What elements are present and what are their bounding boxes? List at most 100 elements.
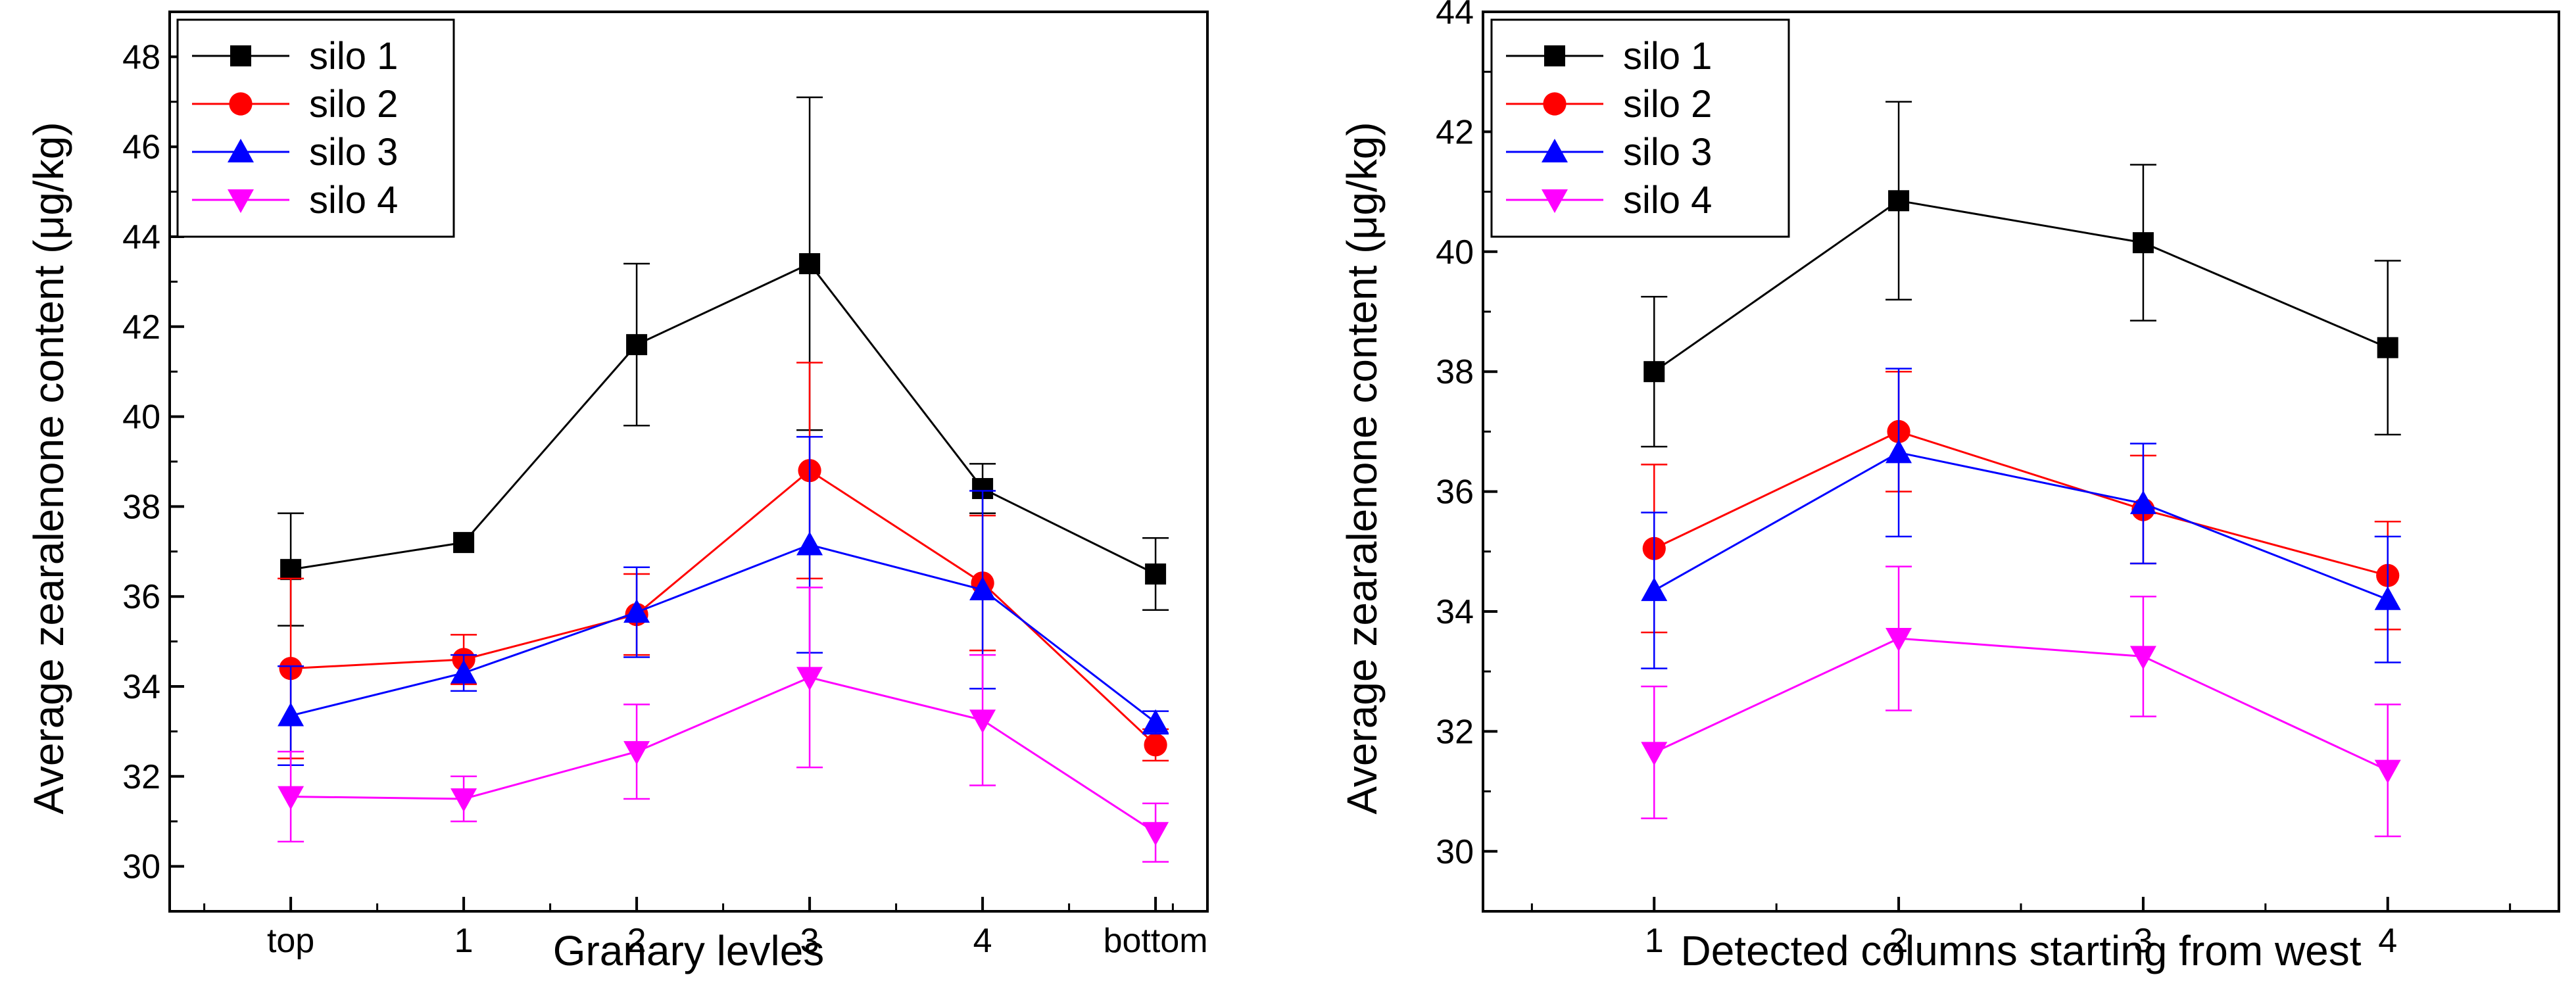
data-point [453,532,475,554]
data-point [1885,628,1912,652]
y-axis-title: Average zearalenone content (μg/kg) [1338,122,1386,814]
y-tick-label: 46 [122,128,160,166]
series-1 [278,96,1169,627]
x-tick-label: 1 [454,922,474,960]
y-tick-label: 44 [122,218,160,256]
series-3 [1641,368,2401,669]
data-point [626,334,648,356]
series-1 [1641,101,2401,448]
x-axis-title: Granary levles [553,927,825,974]
data-point [278,702,304,727]
series-2 [278,362,1169,762]
legend-label: silo 4 [309,179,398,222]
y-tick-label: 32 [122,758,160,796]
data-point [2132,232,2154,254]
data-point [2374,586,2401,610]
y-tick-label: 36 [122,578,160,616]
data-point [2374,759,2401,784]
legend-label: silo 1 [309,35,398,78]
x-tick-label: 4 [973,922,992,960]
series-4 [278,586,1169,863]
legend-marker [1543,92,1567,116]
legend-label: silo 2 [309,83,398,126]
y-tick-label: 42 [122,308,160,347]
y-tick-label: 32 [1436,713,1474,751]
data-point [796,531,823,556]
legend: silo 1 silo 2 silo 3 silo 4 [1490,18,1790,238]
y-tick-label: 40 [1436,233,1474,272]
y-tick-label: 40 [122,398,160,437]
x-tick-label: top [267,922,314,960]
series-line [291,676,1156,834]
series-line [1653,199,2389,373]
data-point [799,253,821,275]
data-point [1888,190,1910,212]
series-line [290,543,1157,723]
y-tick-label: 30 [122,848,160,886]
x-tick-label: 3 [2133,922,2152,960]
legend-marker [230,45,251,66]
legend-label: silo 4 [1623,179,1712,222]
data-point [280,559,302,581]
data-point [1643,361,1665,383]
y-tick-label: 34 [122,668,160,706]
x-axis-title: Detected columns starting from west [1680,927,2361,974]
series-line [1653,451,2389,601]
y-tick-label: 38 [122,488,160,526]
legend-label: silo 2 [1623,83,1712,126]
series-3 [278,436,1169,766]
y-tick-label: 48 [122,38,160,76]
x-tick-label: bottom [1104,922,1208,960]
series-4 [1641,565,2401,838]
y-tick-label: 44 [1436,0,1474,32]
data-point [1142,822,1169,846]
x-tick-label: 2 [627,922,646,960]
data-point [623,741,650,765]
legend-marker [229,92,253,116]
legend-label: silo 1 [1623,35,1712,78]
legend-label: silo 3 [1623,131,1712,174]
legend-marker [1542,139,1568,162]
data-point [450,788,477,812]
data-point [969,709,996,734]
legend-marker [228,189,254,213]
data-point [1641,742,1668,766]
data-point [2129,646,2156,670]
y-tick-label: 42 [1436,113,1474,151]
data-point [969,576,996,600]
data-point [1145,563,1167,585]
y-tick-label: 38 [1436,353,1474,391]
legend-marker [1544,45,1565,66]
data-point [623,599,650,623]
x-tick-label: 4 [2378,922,2397,960]
x-tick-label: 2 [1889,922,1908,960]
y-tick-label: 36 [1436,473,1474,512]
data-point [450,659,477,684]
data-point [1885,439,1912,464]
data-point [1641,577,1668,602]
y-tick-label: 34 [1436,593,1474,631]
x-tick-label: 3 [800,922,819,960]
series-2 [1641,370,2401,634]
data-point [278,786,304,810]
y-tick-label: 30 [1436,833,1474,871]
series-line [1653,430,2389,577]
series-line [1653,637,2389,772]
series-line [291,469,1157,746]
data-point [2129,490,2156,514]
legend-label: silo 3 [309,131,398,174]
y-axis-title: Average zearalenone content (μg/kg) [25,122,72,814]
data-point [1144,733,1167,757]
data-point [796,667,823,691]
data-point [2377,337,2398,358]
x-tick-label: 1 [1645,922,1664,960]
legend-marker [1542,189,1568,213]
series-line [290,262,1156,575]
legend-marker [228,139,254,162]
legend: silo 1 silo 2 silo 3 silo 4 [176,18,455,238]
data-point [1142,709,1169,733]
